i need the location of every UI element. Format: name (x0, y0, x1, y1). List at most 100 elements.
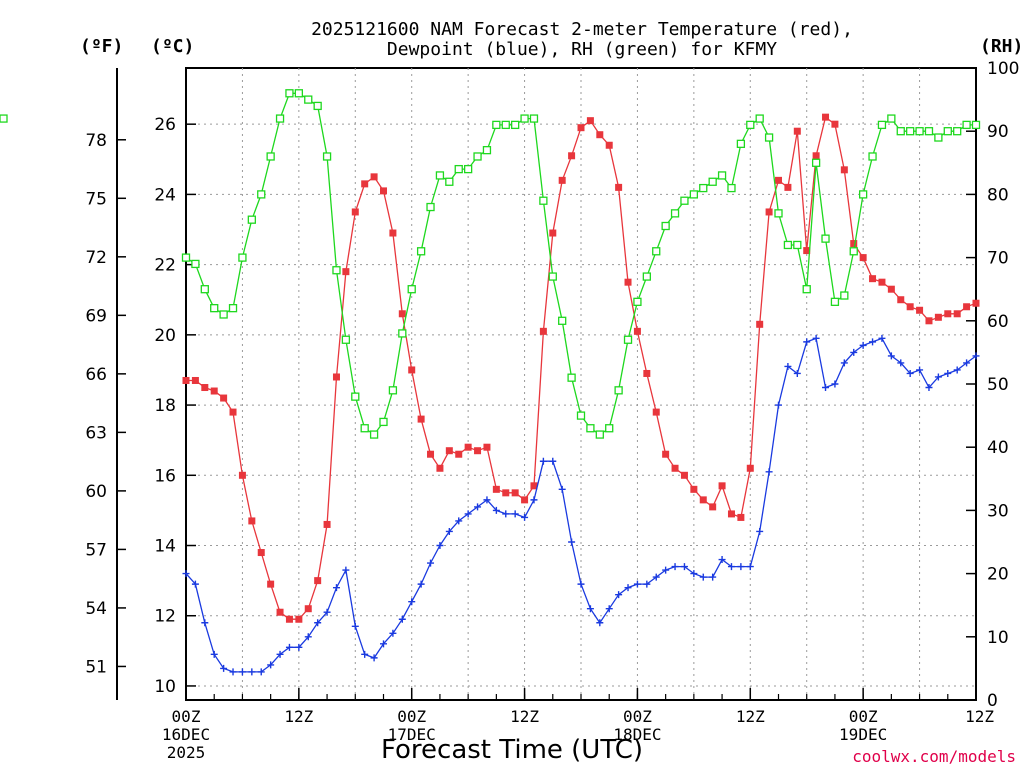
series-dewpoint (182, 334, 980, 676)
dewpoint-point (558, 485, 566, 493)
dewpoint-point (285, 643, 293, 651)
temperature-point (304, 605, 312, 613)
temperature-point (793, 127, 801, 135)
fahrenheit-tick-label: 57 (85, 540, 107, 560)
dewpoint-point (662, 566, 670, 574)
rh-point (210, 304, 219, 313)
dewpoint-point (182, 570, 190, 578)
dewpoint-point (953, 366, 961, 374)
temperature-point (822, 113, 830, 121)
rh-point (266, 152, 275, 161)
dewpoint-point (822, 384, 830, 392)
temperature-point (615, 183, 623, 191)
temperature-point (690, 485, 698, 493)
dewpoint-point (605, 605, 613, 613)
dewpoint-point (220, 664, 228, 672)
rh-point (257, 190, 266, 199)
x-tick-label: 18DEC (613, 725, 661, 744)
temperature-point (953, 310, 961, 318)
rh-point (830, 297, 840, 306)
dewpoint-point (633, 580, 641, 588)
fahrenheit-unit-label: (ºF) (80, 36, 123, 57)
rh-point (595, 430, 604, 439)
rh-point (858, 190, 868, 199)
dewpoint-point (417, 580, 425, 588)
rh-point (294, 89, 304, 98)
rh-point (548, 272, 557, 281)
temperature-point (727, 510, 735, 518)
rh-point (426, 202, 435, 212)
dewpoint-point (455, 517, 463, 525)
rh-point (247, 215, 256, 224)
fahrenheit-tick-label: 75 (85, 189, 107, 209)
rh-point (774, 209, 783, 218)
rh-point (407, 285, 416, 294)
rh-point (924, 127, 934, 136)
temperature-point (775, 176, 782, 184)
x-tick-label: 12Z (284, 707, 313, 726)
rh-point (802, 285, 811, 294)
rh-tick-label: 40 (987, 438, 1009, 458)
dewpoint-point (521, 513, 529, 521)
dewpoint-point (229, 668, 237, 676)
temperature-point (267, 580, 275, 588)
fahrenheit-tick-label: 66 (85, 365, 107, 385)
rh-point (962, 120, 971, 130)
dewpoint-point (577, 580, 585, 588)
x-tick-label: 19DEC (839, 725, 887, 744)
temperature-point (756, 320, 764, 328)
dewpoint-point (803, 338, 811, 346)
temperature-point (380, 187, 387, 195)
rh-point (783, 240, 793, 250)
rh-point (736, 139, 746, 148)
rh-point (313, 101, 322, 111)
dewpoint-point (586, 605, 594, 613)
dewpoint-point (709, 573, 717, 581)
rh-point (670, 209, 680, 218)
temperature-point (652, 408, 660, 416)
temperature-point (474, 447, 482, 455)
temperature-point (765, 208, 773, 216)
dewpoint-point (887, 352, 895, 360)
temperature-point (746, 464, 754, 472)
rh-tick-label: 70 (987, 249, 1009, 269)
dewpoint-point (267, 661, 275, 669)
temperature-point (934, 313, 942, 321)
dewpoint-point (389, 629, 397, 637)
dewpoint-point (727, 563, 735, 571)
rh-point (275, 114, 285, 123)
temperature-point (709, 503, 717, 511)
dewpoint-point (897, 359, 905, 367)
series-rh (0, 89, 981, 439)
rh-point (482, 146, 492, 155)
temperature-point (238, 471, 246, 479)
rh-point (435, 171, 445, 180)
rh-tick-label: 80 (987, 185, 1009, 205)
dewpoint-point (737, 563, 745, 571)
rh-point (360, 424, 369, 433)
dewpoint-point (492, 506, 500, 514)
temperature-point (963, 303, 971, 311)
temperature-point (417, 415, 425, 423)
rh-tick-label: 30 (987, 501, 1009, 521)
temperature-point (539, 327, 547, 335)
rh-point (708, 177, 717, 186)
rh-point (793, 240, 802, 250)
dewpoint-point (483, 496, 491, 504)
temperature-point (285, 615, 293, 623)
chart-subtitle: Dewpoint (blue), RH (green) for KFMY (387, 39, 777, 60)
dewpoint-point (840, 359, 848, 367)
rh-point (849, 247, 858, 256)
rh-point (727, 183, 736, 193)
rh-point (652, 247, 661, 256)
temperature-point (511, 489, 519, 497)
dewpoint-point (342, 566, 350, 574)
temperature-point (558, 176, 566, 184)
rh-point (906, 127, 915, 136)
x-tick-label: 00Z (849, 707, 878, 726)
dewpoint-point (257, 668, 265, 676)
x-tick-label: 00Z (172, 707, 201, 726)
dewpoint-point (690, 570, 698, 578)
temperature-point (897, 296, 905, 304)
temperature-point (389, 229, 397, 237)
